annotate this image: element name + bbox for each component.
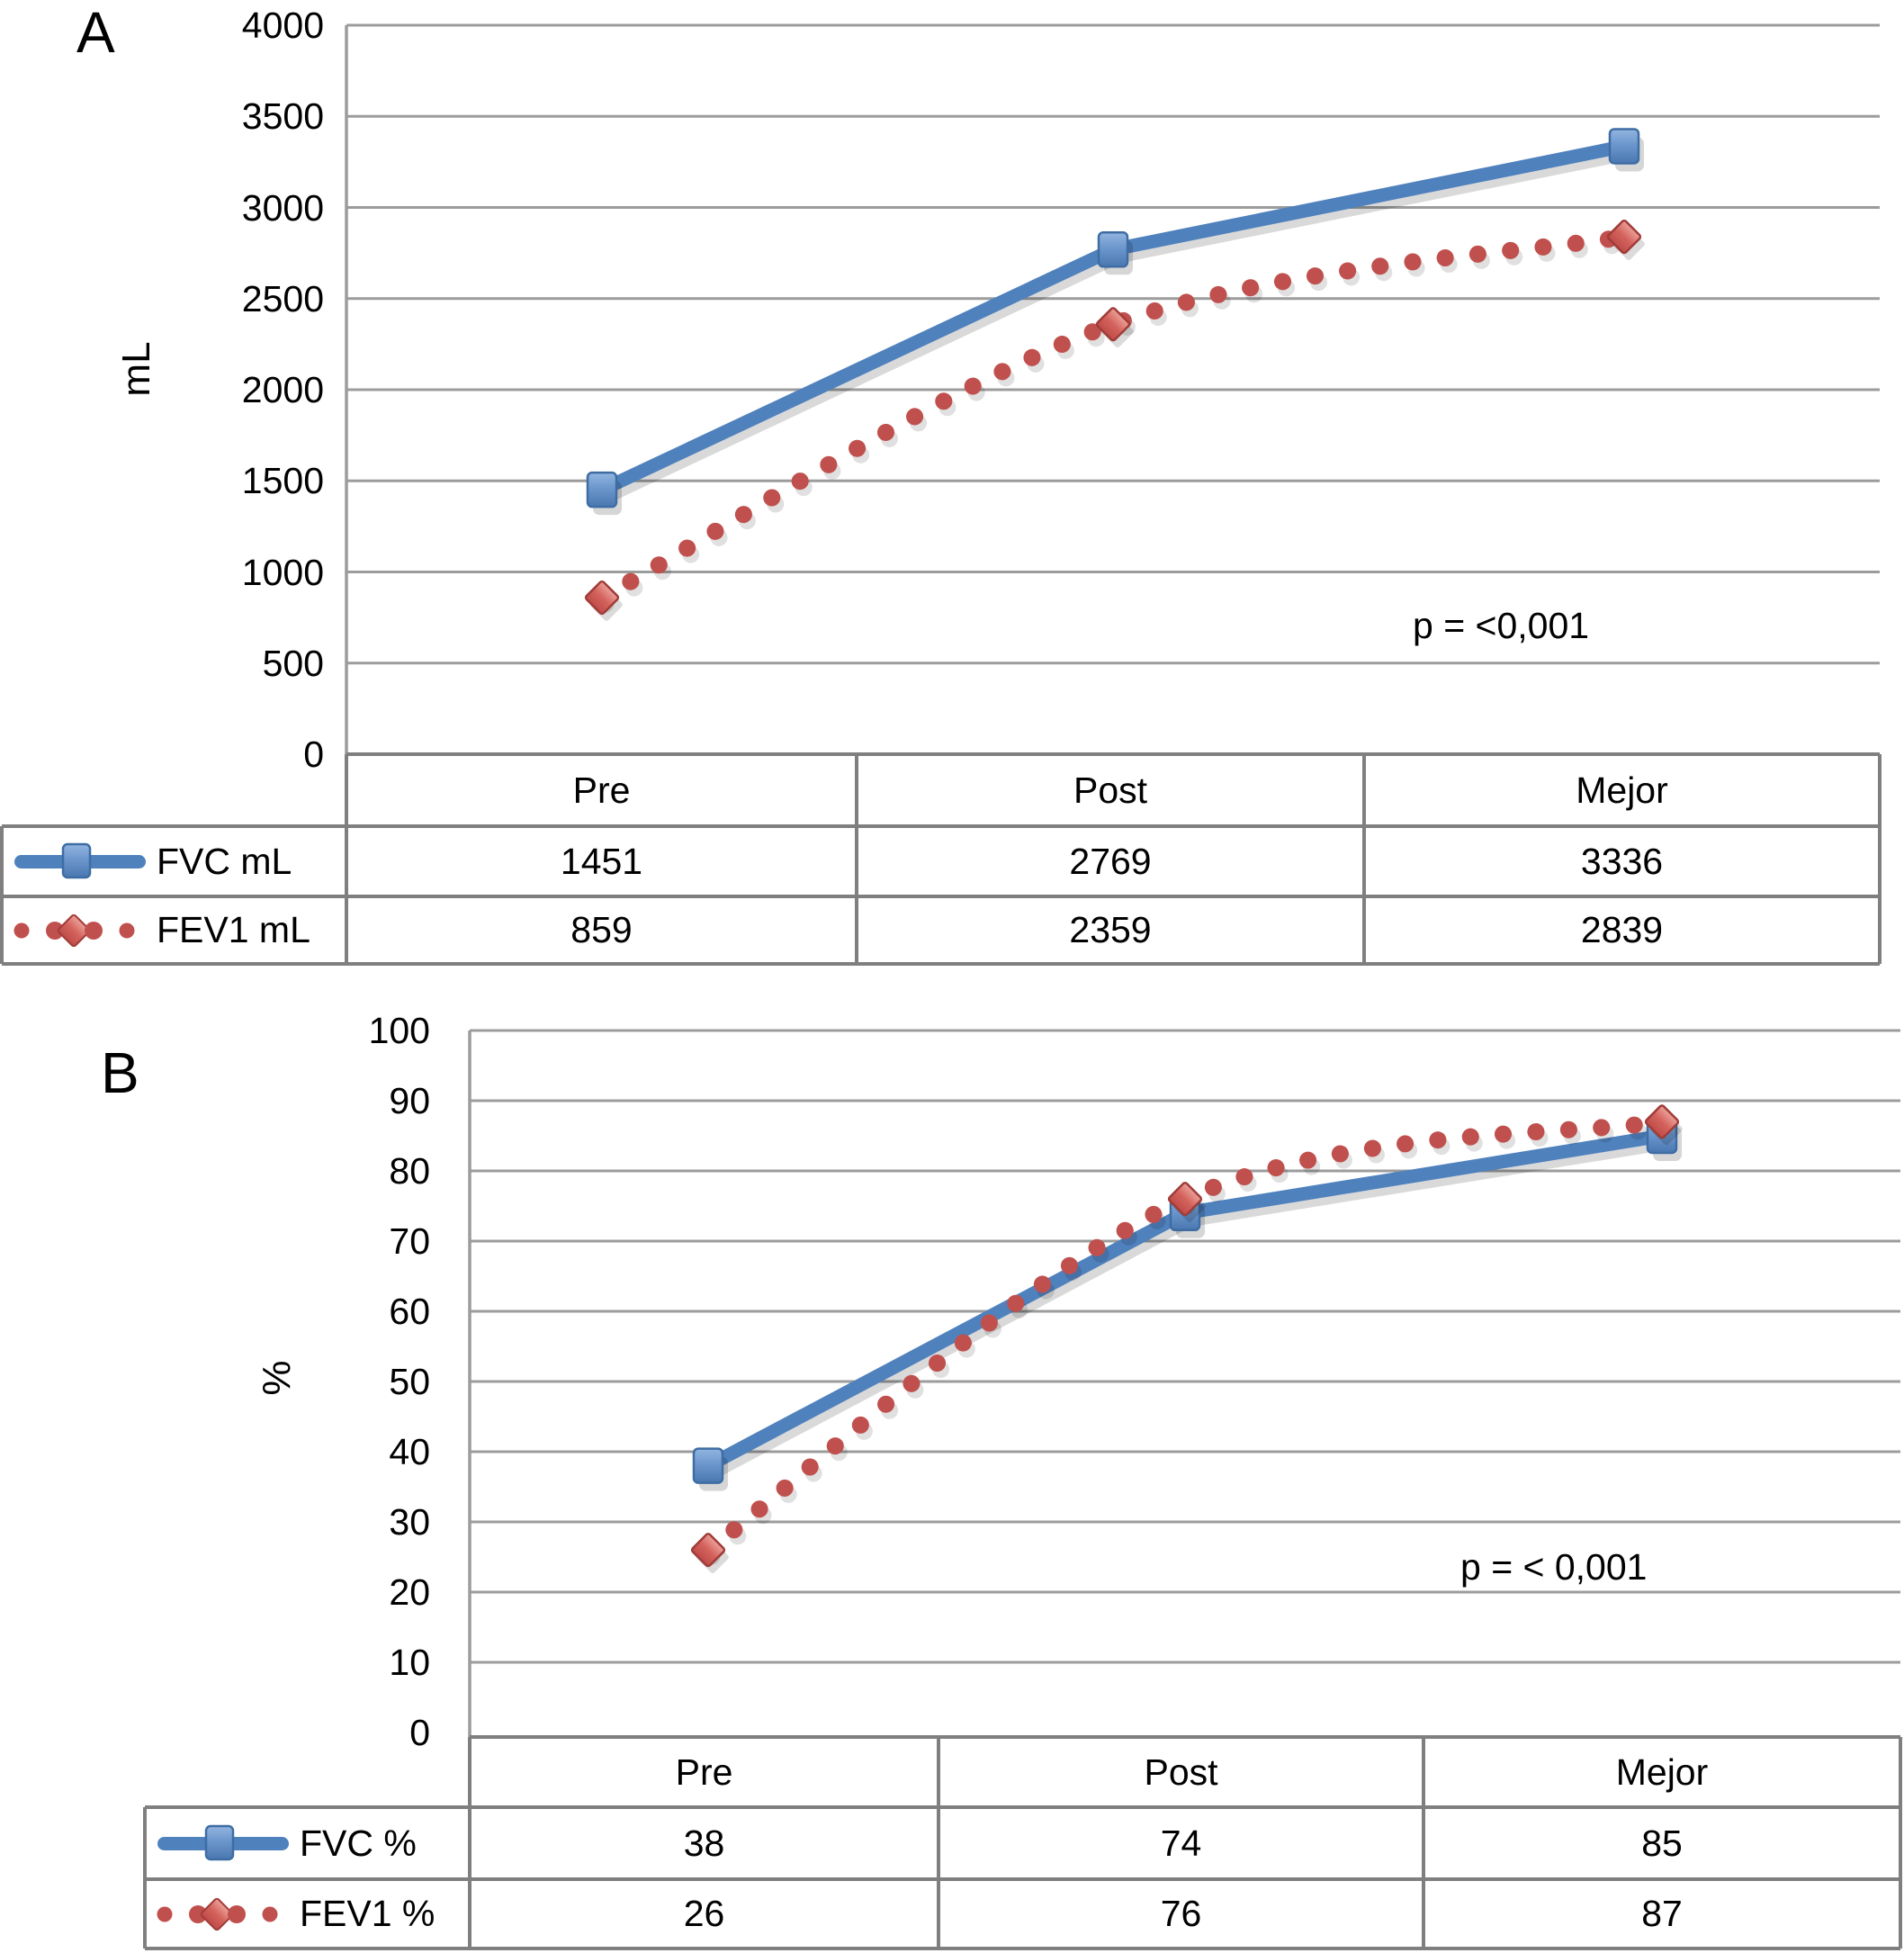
table-border-line <box>1899 1737 1902 1948</box>
table-border-line <box>855 754 858 964</box>
y-tick-label: 2000 <box>241 369 324 410</box>
fev1-line-swatch <box>157 1897 278 1930</box>
y-tick-label: 60 <box>389 1291 430 1332</box>
table-border-line <box>1362 754 1366 964</box>
legend-label: FEV1 mL <box>157 909 310 950</box>
table-border-line <box>2 824 1880 828</box>
table-border-line <box>0 826 4 964</box>
y-tick-label: 10 <box>389 1642 430 1683</box>
fvc-line-swatch <box>14 842 146 879</box>
fvc-line-swatch <box>157 1824 289 1861</box>
y-tick-label: 40 <box>389 1431 430 1472</box>
legend-label: FEV1 % <box>300 1893 436 1934</box>
panel-b-label: B <box>101 1040 139 1105</box>
table-border-line <box>143 1807 147 1948</box>
panel-b-col-header-mejor: Mejor <box>1615 1750 1709 1793</box>
y-tick-label: 30 <box>389 1501 430 1543</box>
table-border-line <box>145 1805 1900 1809</box>
table-value: 2359 <box>1069 909 1152 950</box>
y-tick-label: 80 <box>389 1150 430 1192</box>
table-value: 2839 <box>1580 909 1664 950</box>
table-value: 3336 <box>1580 840 1664 882</box>
table-border-line <box>1878 754 1882 964</box>
legend-label: FVC mL <box>157 840 292 882</box>
legend-item-fvc-pct: FVC % <box>145 1807 470 1879</box>
panel-a-p-value: p = <0,001 <box>1413 605 1590 646</box>
table-border-line <box>346 752 1880 756</box>
y-tick-label: 1000 <box>241 552 324 593</box>
y-tick-label: 90 <box>389 1080 430 1121</box>
y-tick-label: 50 <box>389 1361 430 1402</box>
panel-a-col-header-mejor: Mejor <box>1576 769 1668 811</box>
y-tick-label: 3000 <box>241 187 324 229</box>
table-border-line <box>937 1737 940 1948</box>
y-tick-label: 70 <box>389 1220 430 1262</box>
table-value: 87 <box>1641 1893 1683 1934</box>
table-border-line <box>470 1735 1900 1739</box>
y-tick-label: 0 <box>303 734 324 775</box>
table-border-line <box>145 1877 1900 1881</box>
table-value: 859 <box>570 909 633 950</box>
legend-item-fvc-ml: FVC mL <box>2 826 346 896</box>
y-tick-label: 3500 <box>241 95 324 137</box>
table-border-line <box>468 1737 472 1948</box>
legend-label: FVC % <box>300 1822 417 1864</box>
y-tick-label: 4000 <box>241 4 324 46</box>
panel-a-col-header-post: Post <box>1073 769 1148 811</box>
y-tick-label: 500 <box>262 643 324 684</box>
table-border-line <box>345 754 348 964</box>
y-tick-label: 2500 <box>241 278 324 320</box>
panel-b-p-value: p = < 0,001 <box>1460 1546 1648 1588</box>
y-tick-label: 0 <box>409 1712 430 1753</box>
y-tick-label: 1500 <box>241 460 324 501</box>
table-border-line <box>2 895 1880 898</box>
fev1-line-swatch <box>13 914 135 947</box>
table-border-line <box>145 1947 1900 1950</box>
table-value: 76 <box>1160 1893 1202 1934</box>
panel-b-col-header-pre: Pre <box>675 1750 733 1793</box>
table-border-line <box>1422 1737 1425 1948</box>
table-value: 1451 <box>560 840 643 882</box>
table-value: 74 <box>1160 1822 1202 1864</box>
table-value: 85 <box>1641 1822 1683 1864</box>
panel-b-col-header-post: Post <box>1144 1750 1218 1793</box>
panel-a-col-header-pre: Pre <box>572 769 631 811</box>
table-value: 38 <box>683 1822 725 1864</box>
legend-item-fev1-ml: FEV1 mL <box>2 896 346 964</box>
y-tick-label: 100 <box>368 1010 430 1051</box>
table-border-line <box>2 962 1880 966</box>
table-value: 26 <box>683 1893 725 1934</box>
y-tick-label: 20 <box>389 1571 430 1613</box>
panel-a-label: A <box>76 0 115 65</box>
table-value: 2769 <box>1069 840 1152 882</box>
legend-item-fev1-pct: FEV1 % <box>145 1879 470 1948</box>
